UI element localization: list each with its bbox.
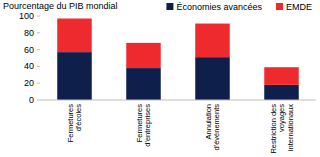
chart-svg: Pourcentage du PIB mondial 0 20 40 60 80 100 Fe… — [0, 0, 320, 157]
legend-swatch — [276, 3, 283, 10]
y-tick — [37, 83, 40, 84]
legend-label: EMDE — [286, 2, 312, 12]
x-tick-label-line: internationaux — [286, 104, 295, 151]
y-tick-label: 20 — [24, 78, 34, 88]
chart-container: Pourcentage du PIB mondial 0 20 40 60 80 100 Fe… — [0, 0, 320, 157]
y-tick — [37, 100, 40, 101]
x-tick-label-line: d'événements — [212, 104, 221, 151]
y-tick-label: 80 — [24, 28, 34, 38]
bars — [57, 19, 299, 100]
x-axis-line — [40, 100, 316, 101]
y-tick-label: 0 — [29, 95, 34, 105]
bar-segment — [126, 43, 161, 68]
x-tick-label-line: d'entreprises — [143, 104, 152, 147]
y-tick-label: 60 — [24, 45, 34, 55]
x-tick-label: Restriction desvoyagesinternationaux — [269, 104, 295, 154]
y-tick — [37, 49, 40, 50]
y-tick — [37, 16, 40, 17]
bar-segment — [126, 68, 161, 100]
y-tick — [37, 66, 40, 67]
bar-segment — [195, 57, 230, 100]
legend-label: Économies avancées — [176, 2, 262, 12]
legend-swatch — [166, 3, 173, 10]
x-tick-label: Fermeturesd'écoles — [66, 104, 84, 143]
bar-segment — [264, 67, 299, 85]
y-tick-label: 40 — [24, 61, 34, 71]
bar-segment — [57, 52, 92, 100]
y-axis-label: Pourcentage du PIB mondial — [3, 1, 118, 11]
x-tick-label: Annulationd'événements — [204, 104, 222, 151]
y-tick — [37, 32, 40, 33]
bar-segment — [195, 24, 230, 58]
x-tick-label: Fermeturesd'entreprises — [135, 104, 153, 147]
bar-segment — [57, 19, 92, 53]
bar-segment — [264, 85, 299, 100]
x-tick-label-line: d'écoles — [74, 104, 83, 132]
y-tick-label: 100 — [19, 11, 34, 21]
